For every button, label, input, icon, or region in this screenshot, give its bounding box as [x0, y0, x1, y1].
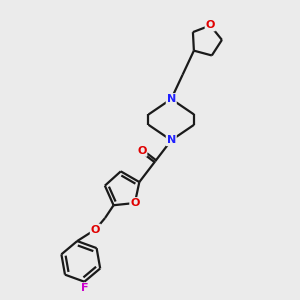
Text: O: O	[206, 20, 215, 31]
Text: N: N	[167, 94, 176, 104]
Text: O: O	[91, 224, 100, 235]
Text: O: O	[130, 198, 140, 208]
Text: F: F	[81, 284, 88, 293]
Text: N: N	[167, 135, 176, 145]
Text: O: O	[137, 146, 146, 156]
